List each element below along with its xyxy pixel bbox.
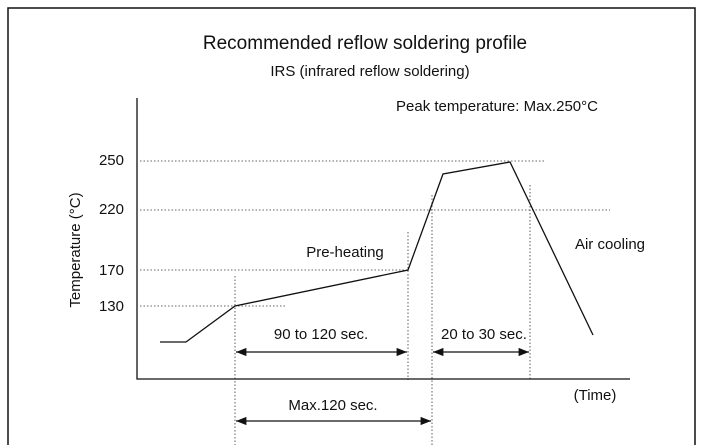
duration-label: 90 to 120 sec. — [274, 326, 368, 343]
peak-note: Peak temperature: Max.250°C — [396, 98, 598, 115]
profile-line — [160, 161, 594, 343]
subtitle: IRS (infrared reflow soldering) — [270, 63, 469, 80]
frame — [7, 7, 696, 445]
y-axis-label: Temperature (°C) — [67, 192, 84, 307]
x-axis-label: (Time) — [574, 387, 617, 404]
duration-label: Max.120 sec. — [288, 397, 377, 414]
axes — [136, 98, 630, 380]
guides — [140, 160, 610, 445]
phase-label: Air cooling — [575, 236, 645, 253]
title: Recommended reflow soldering profile — [203, 33, 527, 54]
duration-label: 20 to 30 sec. — [441, 326, 527, 343]
y-label: 170 — [99, 262, 124, 279]
y-label: 130 — [99, 298, 124, 315]
y-label: 250 — [99, 152, 124, 169]
y-label: 220 — [99, 201, 124, 218]
phase-label: Pre-heating — [306, 244, 384, 261]
